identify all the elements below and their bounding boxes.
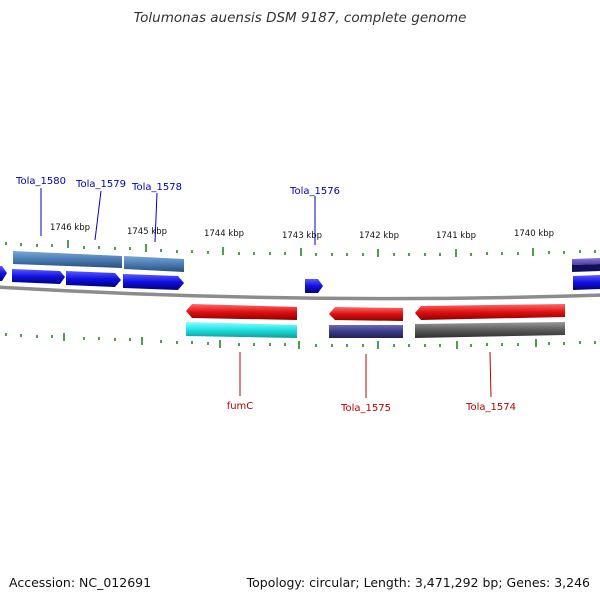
gene-label-tola-1580[interactable]: Tola_1580 <box>15 176 66 187</box>
gene-arrow-left-edge[interactable] <box>0 266 7 281</box>
leader-tola-1579 <box>94 190 102 241</box>
gene-arrow-right-edge[interactable] <box>573 275 600 290</box>
gene-arrow-tola-1576[interactable] <box>305 279 323 293</box>
gene-arrow-fumc[interactable] <box>186 304 297 320</box>
bottom-gene-arrows[interactable] <box>186 304 565 321</box>
kbp-label-1743: 1743 kbp <box>282 231 322 241</box>
gene-label-fumc[interactable]: fumC <box>227 401 254 412</box>
kbp-label-1745: 1745 kbp <box>127 227 167 237</box>
gene-arrow-tola-1579[interactable] <box>66 271 121 287</box>
genome-title: Tolumonas auensis DSM 9187, complete gen… <box>133 10 467 26</box>
top-cog-row <box>13 251 600 272</box>
gene-label-tola-1575[interactable]: Tola_1575 <box>340 403 391 414</box>
kbp-label-1746: 1746 kbp <box>50 223 90 233</box>
gene-label-tola-1574[interactable]: Tola_1574 <box>465 402 516 413</box>
leader-tola-1578 <box>154 192 158 243</box>
kbp-label-1742: 1742 kbp <box>359 231 399 241</box>
gene-label-tola-1576[interactable]: Tola_1576 <box>289 186 340 197</box>
gene-arrow-tola-1575[interactable] <box>329 307 403 321</box>
top-gene-arrows[interactable] <box>0 266 600 293</box>
accession-text: Accession: NC_012691 <box>9 575 152 590</box>
kbp-label-1744: 1744 kbp <box>204 229 244 239</box>
kbp-label-1741: 1741 kbp <box>436 231 476 241</box>
gene-arrow-tola-1580[interactable] <box>12 269 65 284</box>
outer-tick-ring <box>5 240 596 257</box>
gene-arrow-tola-1574[interactable] <box>415 304 565 320</box>
genome-summary-text: Topology: circular; Length: 3,471,292 bp… <box>246 575 590 590</box>
kbp-label-1740: 1740 kbp <box>514 229 554 239</box>
gene-label-tola-1578[interactable]: Tola_1578 <box>131 182 182 193</box>
leader-tola-1574 <box>489 351 492 398</box>
genome-backbone <box>0 285 600 301</box>
gene-label-tola-1579[interactable]: Tola_1579 <box>75 179 126 190</box>
inner-tick-ring <box>5 333 596 349</box>
bottom-cog-row <box>186 322 565 338</box>
gene-arrow-tola-1578[interactable] <box>123 274 184 290</box>
